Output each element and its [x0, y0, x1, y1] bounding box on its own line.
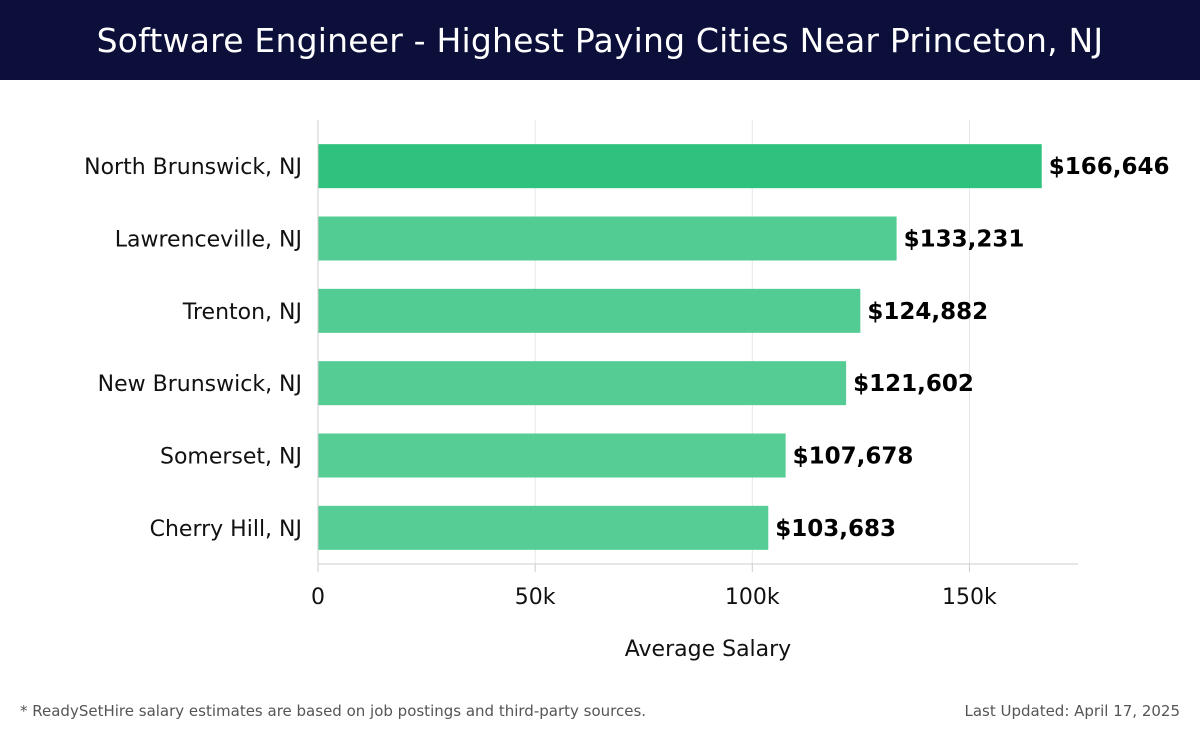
bar-chart: North Brunswick, NJ $166,646 Lawrenceville…	[84, 120, 1170, 662]
data-label: $166,646	[1049, 154, 1170, 180]
bar	[318, 505, 769, 550]
bar	[318, 144, 1042, 189]
x-tick-label: 100k	[725, 585, 780, 610]
category-label: Lawrenceville, NJ	[115, 228, 302, 253]
chart-header: Software Engineer - Highest Paying Citie…	[0, 0, 1200, 80]
data-label: $107,678	[793, 444, 914, 470]
bar	[318, 433, 786, 478]
category-label: Somerset, NJ	[160, 445, 302, 470]
data-label: $121,602	[853, 371, 974, 397]
category-label: North Brunswick, NJ	[84, 155, 302, 180]
category-label: Cherry Hill, NJ	[150, 517, 302, 542]
data-label: $103,683	[775, 516, 896, 542]
category-label: New Brunswick, NJ	[98, 372, 302, 397]
bar	[318, 216, 897, 261]
x-axis-title: Average Salary	[625, 637, 791, 662]
x-tick-label: 50k	[515, 585, 556, 610]
chart-title: Software Engineer - Highest Paying Citie…	[96, 20, 1104, 60]
data-label: $124,882	[867, 299, 988, 325]
category-label: Trenton, NJ	[182, 300, 302, 325]
bar	[318, 361, 847, 406]
bar	[318, 288, 861, 333]
footer-note: * ReadySetHire salary estimates are base…	[20, 702, 647, 720]
last-updated: Last Updated: April 17, 2025	[964, 702, 1180, 720]
data-label: $133,231	[904, 227, 1025, 253]
x-tick-label: 150k	[942, 585, 997, 610]
x-tick-label: 0	[311, 585, 325, 610]
